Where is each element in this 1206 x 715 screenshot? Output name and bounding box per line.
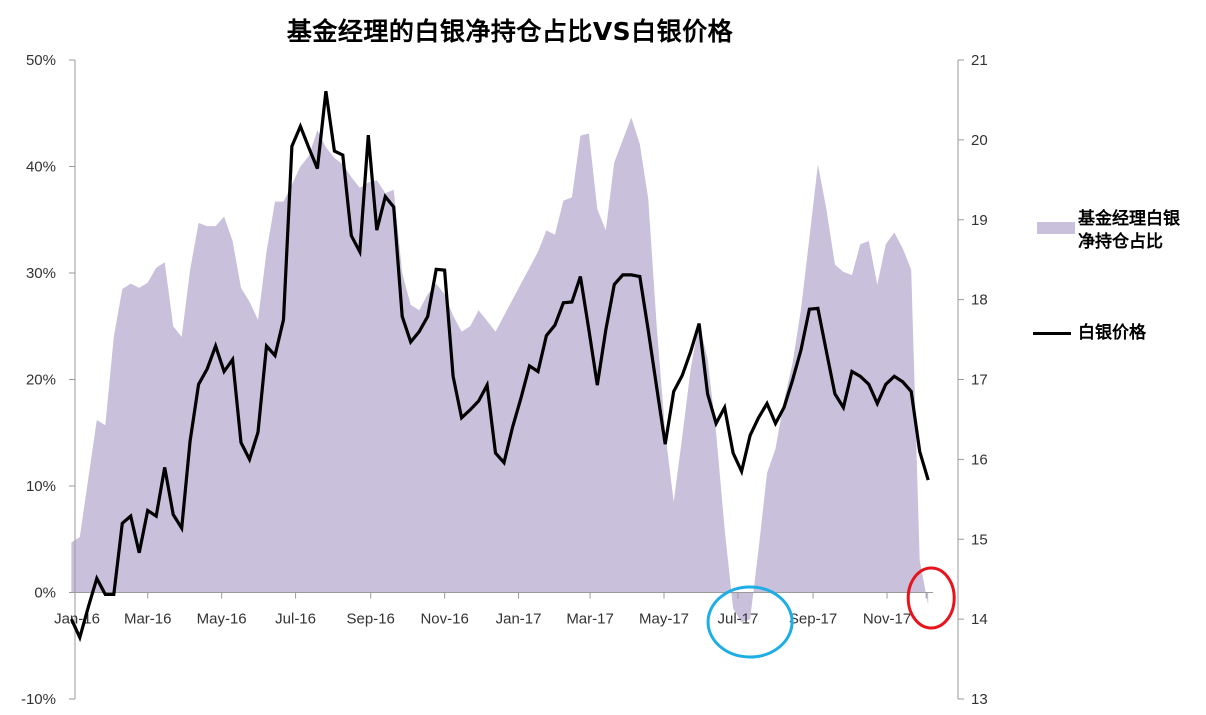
area-layer (71, 117, 929, 623)
x-tick-label: Jul-16 (275, 611, 316, 628)
legend-label-net-position: 基金经理白银 净持仓占比 (1078, 208, 1180, 254)
right-tick-label: 18 (971, 292, 988, 309)
legend-swatch-net-position (1037, 222, 1075, 234)
red-highlight-ellipse (906, 566, 956, 630)
silver-price-line (69, 90, 930, 643)
right-tick-label: 19 (971, 212, 988, 229)
right-tick-label: 20 (971, 132, 988, 149)
net-position-area (71, 117, 929, 623)
right-tick-label: 15 (971, 531, 988, 548)
left-tick-label: -10% (21, 691, 56, 708)
chart-title: 基金经理的白银净持仓占比VS白银价格 (286, 17, 734, 46)
x-tick-label: Nov-17 (863, 611, 911, 628)
legend-label-line-2: 净持仓占比 (1078, 232, 1163, 252)
left-tick-label: 40% (26, 159, 56, 176)
x-tick-label: Jan-16 (54, 611, 100, 628)
x-tick-label: Jul-17 (718, 611, 759, 628)
right-tick-label: 21 (971, 52, 988, 69)
legend-label-silver-price: 白银价格 (1078, 323, 1146, 343)
annotation-layer (706, 566, 956, 659)
left-tick-label: 20% (26, 372, 56, 389)
x-tick-label: May-16 (197, 611, 247, 628)
x-tick-label: May-17 (639, 611, 689, 628)
left-tick-label: 30% (26, 265, 56, 282)
left-tick-label: 50% (26, 52, 56, 69)
line-layer (69, 90, 930, 643)
right-tick-label: 17 (971, 372, 988, 389)
axes-layer: -10% 0% 10% 20% 30% 40% 50% 13 14 15 16 17 18 19 20 21 J… (21, 52, 988, 708)
x-tick-label: Mar-17 (566, 611, 614, 628)
left-tick-label: 0% (34, 585, 56, 602)
x-tick-label: Mar-16 (124, 611, 172, 628)
left-tick-label: 10% (26, 478, 56, 495)
right-tick-label: 13 (971, 691, 988, 708)
x-tick-label: Sep-17 (789, 611, 837, 628)
right-tick-label: 14 (971, 611, 988, 628)
x-tick-label: Sep-16 (347, 611, 395, 628)
blue-highlight-ellipse (706, 585, 794, 659)
legend-swatch-silver-price (1033, 332, 1071, 335)
legend-label-line-1: 基金经理白银 (1078, 209, 1180, 229)
x-tick-label: Nov-16 (420, 611, 468, 628)
x-tick-label: Jan-17 (496, 611, 542, 628)
right-tick-label: 16 (971, 451, 988, 468)
